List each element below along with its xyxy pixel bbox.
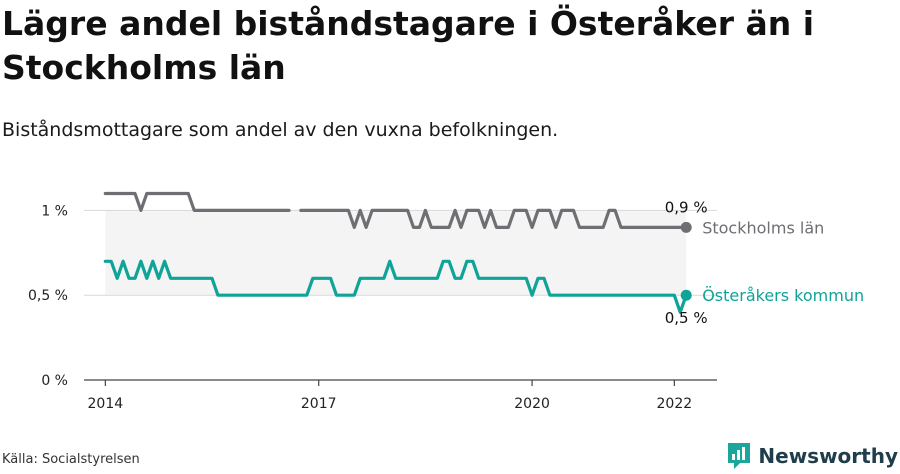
chart-subtitle: Biståndsmottagare som andel av den vuxna…	[2, 119, 559, 141]
y-tick-label: 1 %	[41, 203, 68, 219]
series-name-label: Österåkers kommun	[702, 286, 864, 305]
x-tick-label: 2022	[657, 396, 693, 412]
brand-name: Newsworthy	[758, 444, 898, 468]
y-tick-label: 0,5 %	[28, 288, 68, 304]
newsworthy-logo-icon	[728, 443, 751, 469]
end-marker	[680, 289, 692, 301]
range-band	[105, 210, 687, 296]
x-axis: 2014 2017 2020 2022	[88, 380, 693, 412]
series-labels: Stockholms län 0,9 % Österåkers kommun 0,5 …	[665, 198, 864, 327]
series-name-label: Stockholms län	[702, 218, 824, 237]
x-tick-label: 2020	[514, 396, 550, 412]
brand-logo: Newsworthy	[726, 440, 898, 472]
end-marker	[680, 221, 692, 233]
y-axis: 0 % 0,5 % 1 %	[28, 203, 68, 389]
series-line-osterakers-kommun	[103, 259, 688, 314]
x-tick-label: 2017	[301, 396, 337, 412]
x-tick-label: 2014	[88, 396, 124, 412]
end-value-label: 0,5 %	[665, 309, 708, 327]
end-value-label: 0,9 %	[665, 198, 708, 216]
series-layer	[103, 191, 692, 314]
series-line-stockholms-lan	[103, 191, 688, 229]
range-band-layer	[105, 210, 687, 296]
source-note: Källa: Socialstyrelsen	[2, 452, 140, 467]
chart-title: Lägre andel biståndstagare i Österåker ä…	[2, 4, 815, 87]
y-tick-label: 0 %	[41, 373, 68, 389]
